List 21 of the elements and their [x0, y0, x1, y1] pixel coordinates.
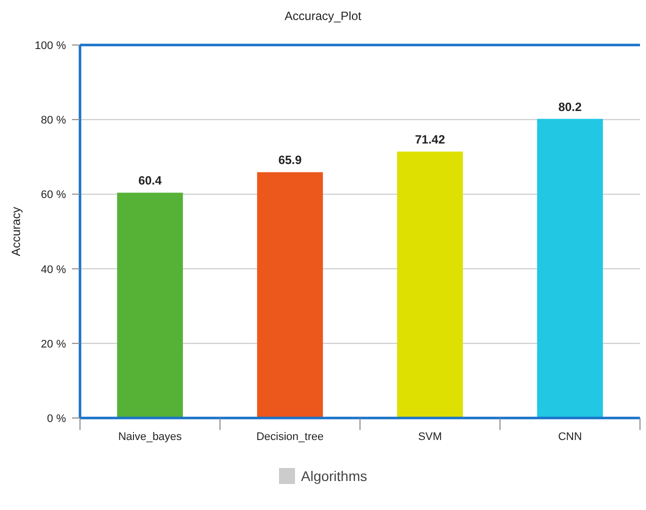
y-axis-title: Accuracy [9, 206, 23, 256]
data-label: 71.42 [414, 132, 446, 147]
data-label: 80.2 [558, 100, 582, 114]
x-tick-label: Decision_tree [256, 431, 324, 443]
y-tick-label: 0 % [47, 413, 66, 425]
x-tick-label: SVM [418, 431, 442, 443]
y-tick-label: 80 % [40, 114, 66, 127]
bar [117, 192, 183, 418]
bar [537, 118, 603, 418]
text: Algorithms [301, 468, 368, 484]
y-tick-label: 20 % [40, 338, 66, 350]
bar [257, 172, 323, 418]
y-tick-label: 100 % [34, 40, 66, 52]
bar [397, 152, 463, 418]
x-tick-label: CNN [558, 431, 582, 443]
chart-title: Accuracy_Plot [284, 9, 362, 23]
data-label: 60.4 [138, 174, 162, 188]
y-tick-label: 60 % [40, 189, 66, 202]
y-tick-label: 40 % [40, 264, 66, 276]
data-label: 65.9 [278, 153, 302, 168]
x-tick-label: Naive_bayes [118, 431, 182, 443]
